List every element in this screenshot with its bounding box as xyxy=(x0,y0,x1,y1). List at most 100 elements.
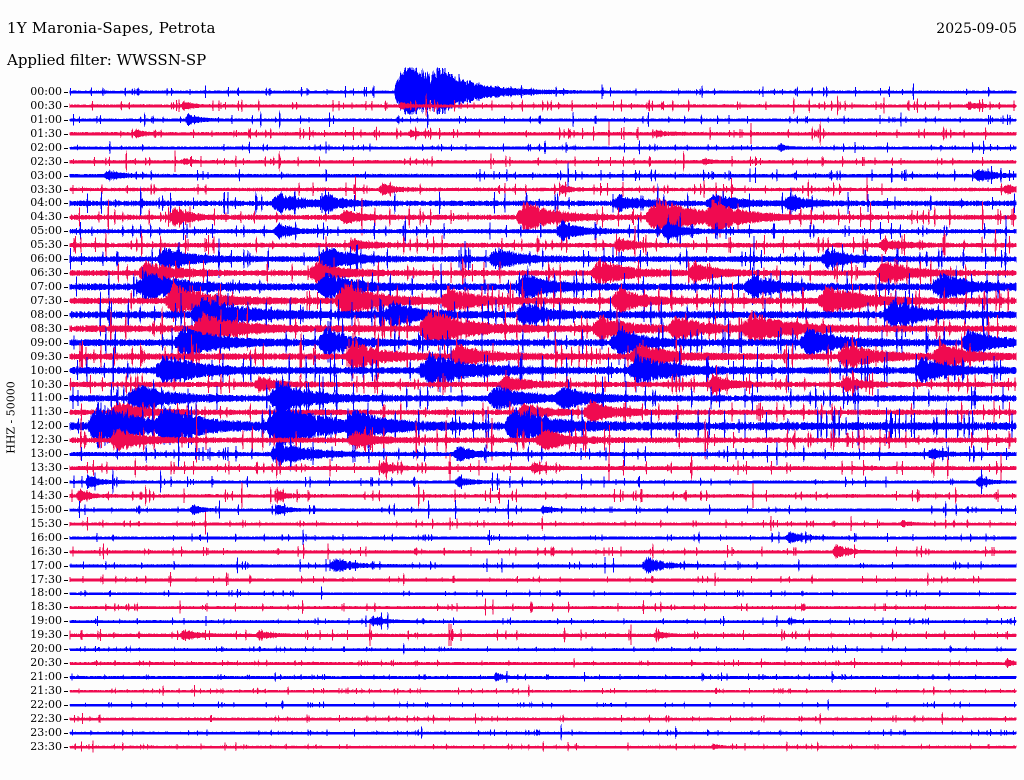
time-label: 15:00 xyxy=(30,502,62,516)
time-tick xyxy=(64,733,68,734)
time-tick xyxy=(64,691,68,692)
time-tick xyxy=(64,329,68,330)
time-tick xyxy=(64,621,68,622)
time-label: 02:00 xyxy=(30,140,62,154)
time-tick xyxy=(64,552,68,553)
time-label: 15:30 xyxy=(30,516,62,530)
time-label: 13:00 xyxy=(30,447,62,461)
applied-filter-label: Applied filter: WWSSN-SP xyxy=(7,51,207,69)
time-label: 07:30 xyxy=(30,293,62,307)
time-tick xyxy=(64,231,68,232)
time-tick xyxy=(64,496,68,497)
time-tick xyxy=(64,259,68,260)
time-tick xyxy=(64,162,68,163)
time-label: 19:00 xyxy=(30,614,62,628)
time-label: 06:30 xyxy=(30,266,62,280)
seismogram-trace xyxy=(69,304,1017,351)
time-tick xyxy=(64,412,68,413)
seismogram-trace xyxy=(69,263,1017,310)
time-tick xyxy=(64,134,68,135)
time-label: 03:30 xyxy=(30,182,62,196)
time-tick xyxy=(64,190,68,191)
time-label: 17:30 xyxy=(30,572,62,586)
time-label: 13:30 xyxy=(30,461,62,475)
time-label: 20:30 xyxy=(30,656,62,670)
time-tick xyxy=(64,524,68,525)
time-label: 01:30 xyxy=(30,126,62,140)
time-label: 21:00 xyxy=(30,670,62,684)
time-tick xyxy=(64,538,68,539)
time-label: 16:00 xyxy=(30,530,62,544)
seismogram-trace xyxy=(69,318,1017,365)
time-tick xyxy=(64,315,68,316)
time-label: 10:30 xyxy=(30,377,62,391)
seismogram-trace xyxy=(69,290,1017,337)
time-tick xyxy=(64,747,68,748)
time-label: 22:30 xyxy=(30,711,62,725)
time-label: 08:30 xyxy=(30,321,62,335)
time-label: 16:30 xyxy=(30,544,62,558)
time-label: 07:00 xyxy=(30,280,62,294)
time-label: 03:00 xyxy=(30,168,62,182)
time-tick xyxy=(64,287,68,288)
time-label: 22:00 xyxy=(30,697,62,711)
time-tick xyxy=(64,566,68,567)
time-label: 12:00 xyxy=(30,419,62,433)
time-tick xyxy=(64,607,68,608)
time-label: 05:00 xyxy=(30,224,62,238)
time-label: 18:30 xyxy=(30,600,62,614)
time-tick xyxy=(64,468,68,469)
time-label: 09:00 xyxy=(30,335,62,349)
time-tick xyxy=(64,426,68,427)
time-tick xyxy=(64,273,68,274)
time-tick xyxy=(64,482,68,483)
time-tick xyxy=(64,440,68,441)
time-label: 04:00 xyxy=(30,196,62,210)
time-tick xyxy=(64,371,68,372)
time-tick xyxy=(64,357,68,358)
time-tick xyxy=(64,677,68,678)
time-label: 12:30 xyxy=(30,433,62,447)
time-label: 08:00 xyxy=(30,307,62,321)
time-label: 02:30 xyxy=(30,154,62,168)
time-tick xyxy=(64,663,68,664)
time-label: 04:30 xyxy=(30,210,62,224)
time-tick xyxy=(64,719,68,720)
time-label: 00:30 xyxy=(30,98,62,112)
time-label: 11:30 xyxy=(30,405,62,419)
time-tick xyxy=(64,92,68,93)
time-tick xyxy=(64,343,68,344)
time-label: 11:00 xyxy=(30,391,62,405)
record-date: 2025-09-05 xyxy=(936,21,1017,37)
seismogram-trace xyxy=(69,416,1017,463)
time-label: 23:30 xyxy=(30,739,62,753)
time-tick xyxy=(64,454,68,455)
time-label: 19:30 xyxy=(30,628,62,642)
time-label: 01:00 xyxy=(30,112,62,126)
time-label: 10:00 xyxy=(30,363,62,377)
time-label: 20:00 xyxy=(30,642,62,656)
time-tick xyxy=(64,106,68,107)
time-tick xyxy=(64,705,68,706)
time-tick xyxy=(64,635,68,636)
time-tick xyxy=(64,148,68,149)
time-tick xyxy=(64,510,68,511)
time-tick xyxy=(64,203,68,204)
time-tick xyxy=(64,385,68,386)
time-tick xyxy=(64,649,68,650)
time-label: 00:00 xyxy=(30,85,62,98)
time-tick xyxy=(64,593,68,594)
time-label: 14:30 xyxy=(30,488,62,502)
time-tick xyxy=(64,245,68,246)
time-label: 06:00 xyxy=(30,252,62,266)
time-tick xyxy=(64,398,68,399)
station-title: 1Y Maronia-Sapes, Petrota xyxy=(7,19,216,37)
time-label: 21:30 xyxy=(30,683,62,697)
time-label: 05:30 xyxy=(30,238,62,252)
time-tick xyxy=(64,301,68,302)
time-label: 17:00 xyxy=(30,558,62,572)
time-tick xyxy=(64,120,68,121)
time-label: 09:30 xyxy=(30,349,62,363)
